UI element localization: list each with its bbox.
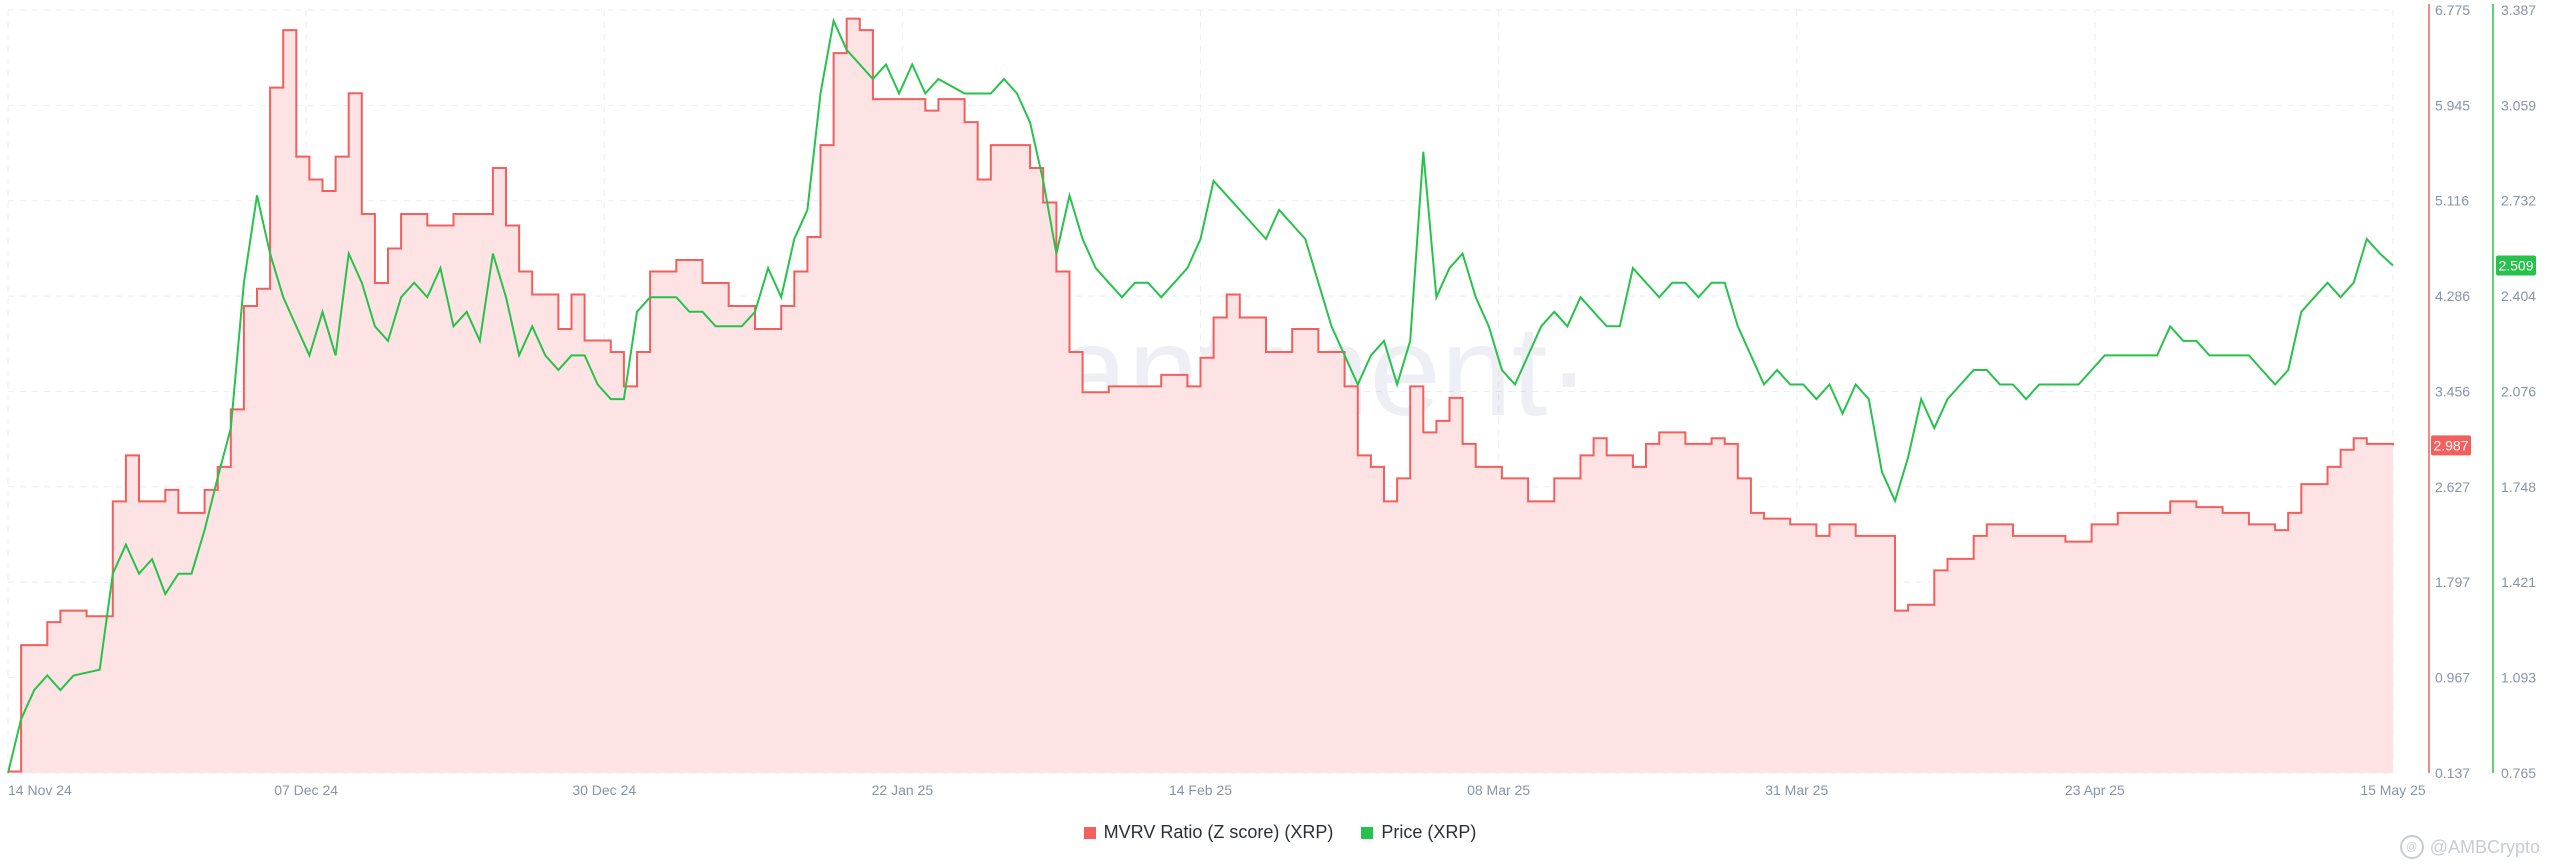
x-tick-label: 22 Jan 25 bbox=[872, 782, 934, 798]
y-axis-right-ticks: 3.387 3.059 2.732 2.404 2.076 1.748 1.421 1.093… bbox=[2501, 2, 2536, 781]
legend-item-mvrv[interactable]: MVRV Ratio (Z score) (XRP) bbox=[1083, 822, 1334, 843]
x-tick-label: 14 Nov 24 bbox=[8, 782, 72, 798]
y-right-tick-label: 1.421 bbox=[2501, 574, 2536, 590]
y-right-tick-label: 1.748 bbox=[2501, 479, 2536, 495]
x-tick-label: 07 Dec 24 bbox=[274, 782, 338, 798]
y-left-tick-label: 5.116 bbox=[2435, 193, 2469, 209]
legend-swatch-price bbox=[1361, 826, 1374, 839]
y-right-tick-label: 3.059 bbox=[2501, 97, 2536, 113]
legend-swatch-mvrv bbox=[1083, 826, 1096, 839]
price-current-badge-text: 2.509 bbox=[2498, 257, 2533, 273]
x-tick-label: 14 Feb 25 bbox=[1169, 782, 1232, 798]
at-icon: @ bbox=[2399, 835, 2424, 859]
y-left-tick-label: 1.797 bbox=[2435, 574, 2470, 590]
y-left-tick-label: 4.286 bbox=[2435, 288, 2470, 304]
y-right-tick-label: 0.765 bbox=[2501, 765, 2536, 781]
legend-label-price: Price (XRP) bbox=[1381, 822, 1477, 842]
credit: @ @AMBCrypto bbox=[2399, 835, 2540, 859]
y-right-tick-label: 1.093 bbox=[2501, 670, 2536, 686]
mvrv-line bbox=[8, 17, 2394, 773]
price-current-badge-bg bbox=[2496, 255, 2536, 276]
x-tick-label: 31 Mar 25 bbox=[1765, 782, 1828, 798]
y-left-tick-label: 2.627 bbox=[2435, 479, 2470, 495]
y-left-tick-label: 0.967 bbox=[2435, 670, 2470, 686]
y-left-tick-label: 3.456 bbox=[2435, 384, 2470, 400]
y-left-tick-label: 0.137 bbox=[2435, 765, 2470, 781]
mvrv-current-badge-text: 2.987 bbox=[2433, 437, 2468, 453]
x-tick-label: 15 May 25 bbox=[2360, 782, 2426, 798]
legend: MVRV Ratio (Z score) (XRP) Price (XRP) bbox=[0, 822, 2560, 843]
y-right-tick-label: 2.732 bbox=[2501, 193, 2536, 209]
price-series bbox=[7, 17, 2394, 774]
mvrv-series bbox=[8, 17, 2394, 774]
current-value-badges: 2.987 2.509 bbox=[2431, 255, 2536, 456]
mvrv-area bbox=[8, 18, 2393, 774]
x-tick-label: 30 Dec 24 bbox=[572, 782, 636, 798]
legend-item-price[interactable]: Price (XRP) bbox=[1361, 822, 1476, 843]
y-left-tick-label: 5.945 bbox=[2435, 97, 2470, 113]
mvrv-current-badge-bg bbox=[2431, 435, 2471, 456]
price-line bbox=[7, 17, 2394, 774]
y-left-tick-label: 6.775 bbox=[2435, 2, 2470, 18]
axes bbox=[2428, 4, 2494, 773]
price-current-badge: 2.509 bbox=[2496, 255, 2536, 276]
y-right-tick-label: 2.404 bbox=[2501, 288, 2536, 304]
x-axis-ticks: 14 Nov 24 07 Dec 24 30 Dec 24 22 Jan 25 14 F… bbox=[8, 782, 2426, 798]
mvrv-current-badge: 2.987 bbox=[2431, 435, 2471, 456]
legend-label-mvrv: MVRV Ratio (Z score) (XRP) bbox=[1103, 822, 1334, 842]
credit-text: @AMBCrypto bbox=[2429, 836, 2540, 857]
y-axis-left-ticks: 6.775 5.945 5.116 4.286 3.456 2.627 1.797 0.967… bbox=[2435, 2, 2470, 781]
y-right-tick-label: 3.387 bbox=[2501, 2, 2536, 18]
y-right-tick-label: 2.076 bbox=[2501, 384, 2536, 400]
x-tick-label: 23 Apr 25 bbox=[2065, 782, 2125, 798]
x-tick-label: 08 Mar 25 bbox=[1467, 782, 1530, 798]
